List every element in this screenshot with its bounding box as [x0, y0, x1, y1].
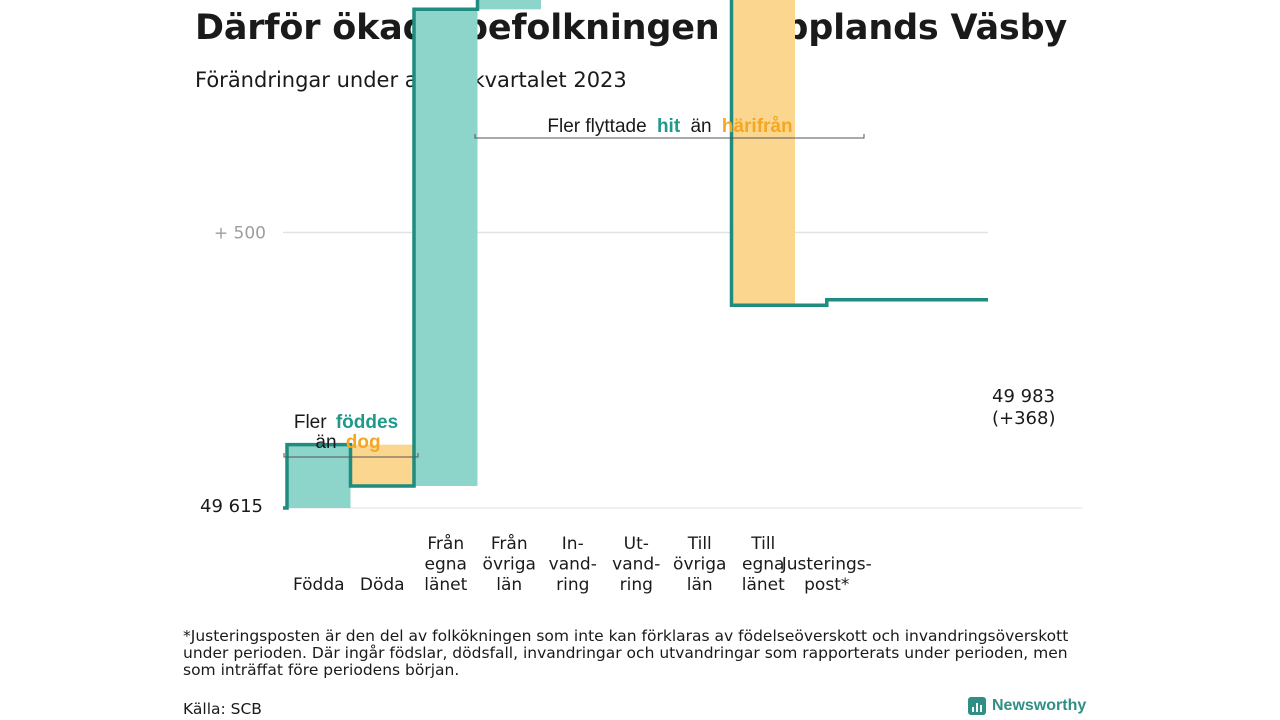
- category-label-8-2: post*: [804, 575, 849, 595]
- svg-text:Fler flyttade hit: Fler flyttade hit än härifrån: [547, 116, 792, 137]
- source-label: Källa: SCB: [183, 700, 262, 718]
- category-label-3-1: övriga: [483, 555, 536, 575]
- bar-0: [287, 444, 351, 508]
- waterfall-chart: + 500+1 000 FöddaDödaFrånegnalänetFrånöv…: [200, 0, 1082, 595]
- category-label-0-2: Födda: [293, 575, 345, 595]
- category-label-6-0: Till: [687, 534, 712, 554]
- category-label-7-1: egna: [742, 555, 784, 575]
- migration-middle: än: [690, 116, 711, 137]
- category-label-6-2: län: [687, 575, 713, 595]
- category-label-7-2: länet: [742, 575, 785, 595]
- end-value-label: 49 983: [992, 386, 1055, 407]
- category-label-4-2: ring: [556, 575, 589, 595]
- category-label-4-1: vand-: [549, 555, 597, 575]
- category-label-3-0: Från: [491, 533, 528, 554]
- births-bracket: [283, 453, 419, 458]
- category-label-5-2: ring: [620, 575, 653, 595]
- category-label-5-1: vand-: [612, 555, 660, 575]
- bar-3: [477, 0, 541, 10]
- step-line-layer: [283, 0, 988, 510]
- baseline-value-label: 49 615: [200, 496, 263, 517]
- migration-harifran: härifrån: [722, 116, 793, 137]
- end-change-label: (+368): [992, 408, 1055, 429]
- births-prefix: Fler: [294, 412, 327, 433]
- migration-annotation: Fler flyttade hit än härifrån: [474, 116, 865, 139]
- svg-text:Fler föddes: Fler föddes: [294, 412, 398, 433]
- births-foddes: föddes: [336, 412, 398, 433]
- births-annotation: Fler föddes än dog: [283, 412, 419, 458]
- category-label-1-2: Döda: [360, 575, 405, 595]
- category-label-2-1: egna: [425, 555, 467, 575]
- newsworthy-logo-icon: [968, 697, 986, 715]
- bars-layer: [287, 0, 795, 508]
- migration-hit: hit: [657, 116, 681, 137]
- category-label-2-2: länet: [424, 575, 467, 595]
- bar-2: [414, 9, 478, 486]
- bar-7: [731, 0, 795, 306]
- category-labels-layer: Födda DödaFrånegnalänetFrånövrigalänIn-va…: [293, 533, 872, 595]
- category-label-3-2: län: [496, 575, 522, 595]
- grid-layer: + 500+1 000: [214, 224, 1082, 509]
- category-label-6-1: övriga: [673, 555, 726, 575]
- footnote: *Justeringsposten är den del av folkökni…: [183, 627, 1069, 679]
- category-label-4-0: In-: [562, 534, 584, 554]
- bar-1: [350, 444, 414, 486]
- chart-title: Därför ökade befolkningen i Upplands Väs…: [195, 8, 1068, 48]
- step-line: [283, 0, 988, 510]
- category-label-5-0: Ut-: [624, 534, 649, 554]
- migration-prefix: Fler flyttade: [547, 116, 646, 137]
- brand: Newsworthy: [968, 697, 1086, 715]
- y-tick-label-0: + 500: [214, 224, 266, 244]
- brand-name: Newsworthy: [992, 697, 1087, 714]
- births-an: än: [315, 432, 336, 453]
- category-label-8-1: Justerings-: [781, 555, 872, 575]
- svg-text:än dog: än dog: [315, 432, 380, 453]
- category-label-2-0: Från: [427, 533, 464, 554]
- migration-bracket: [474, 134, 865, 139]
- births-dog: dog: [346, 432, 381, 453]
- category-label-7-0: Till: [750, 534, 775, 554]
- chart-subtitle: Förändringar under andra kvartalet 2023: [195, 68, 627, 92]
